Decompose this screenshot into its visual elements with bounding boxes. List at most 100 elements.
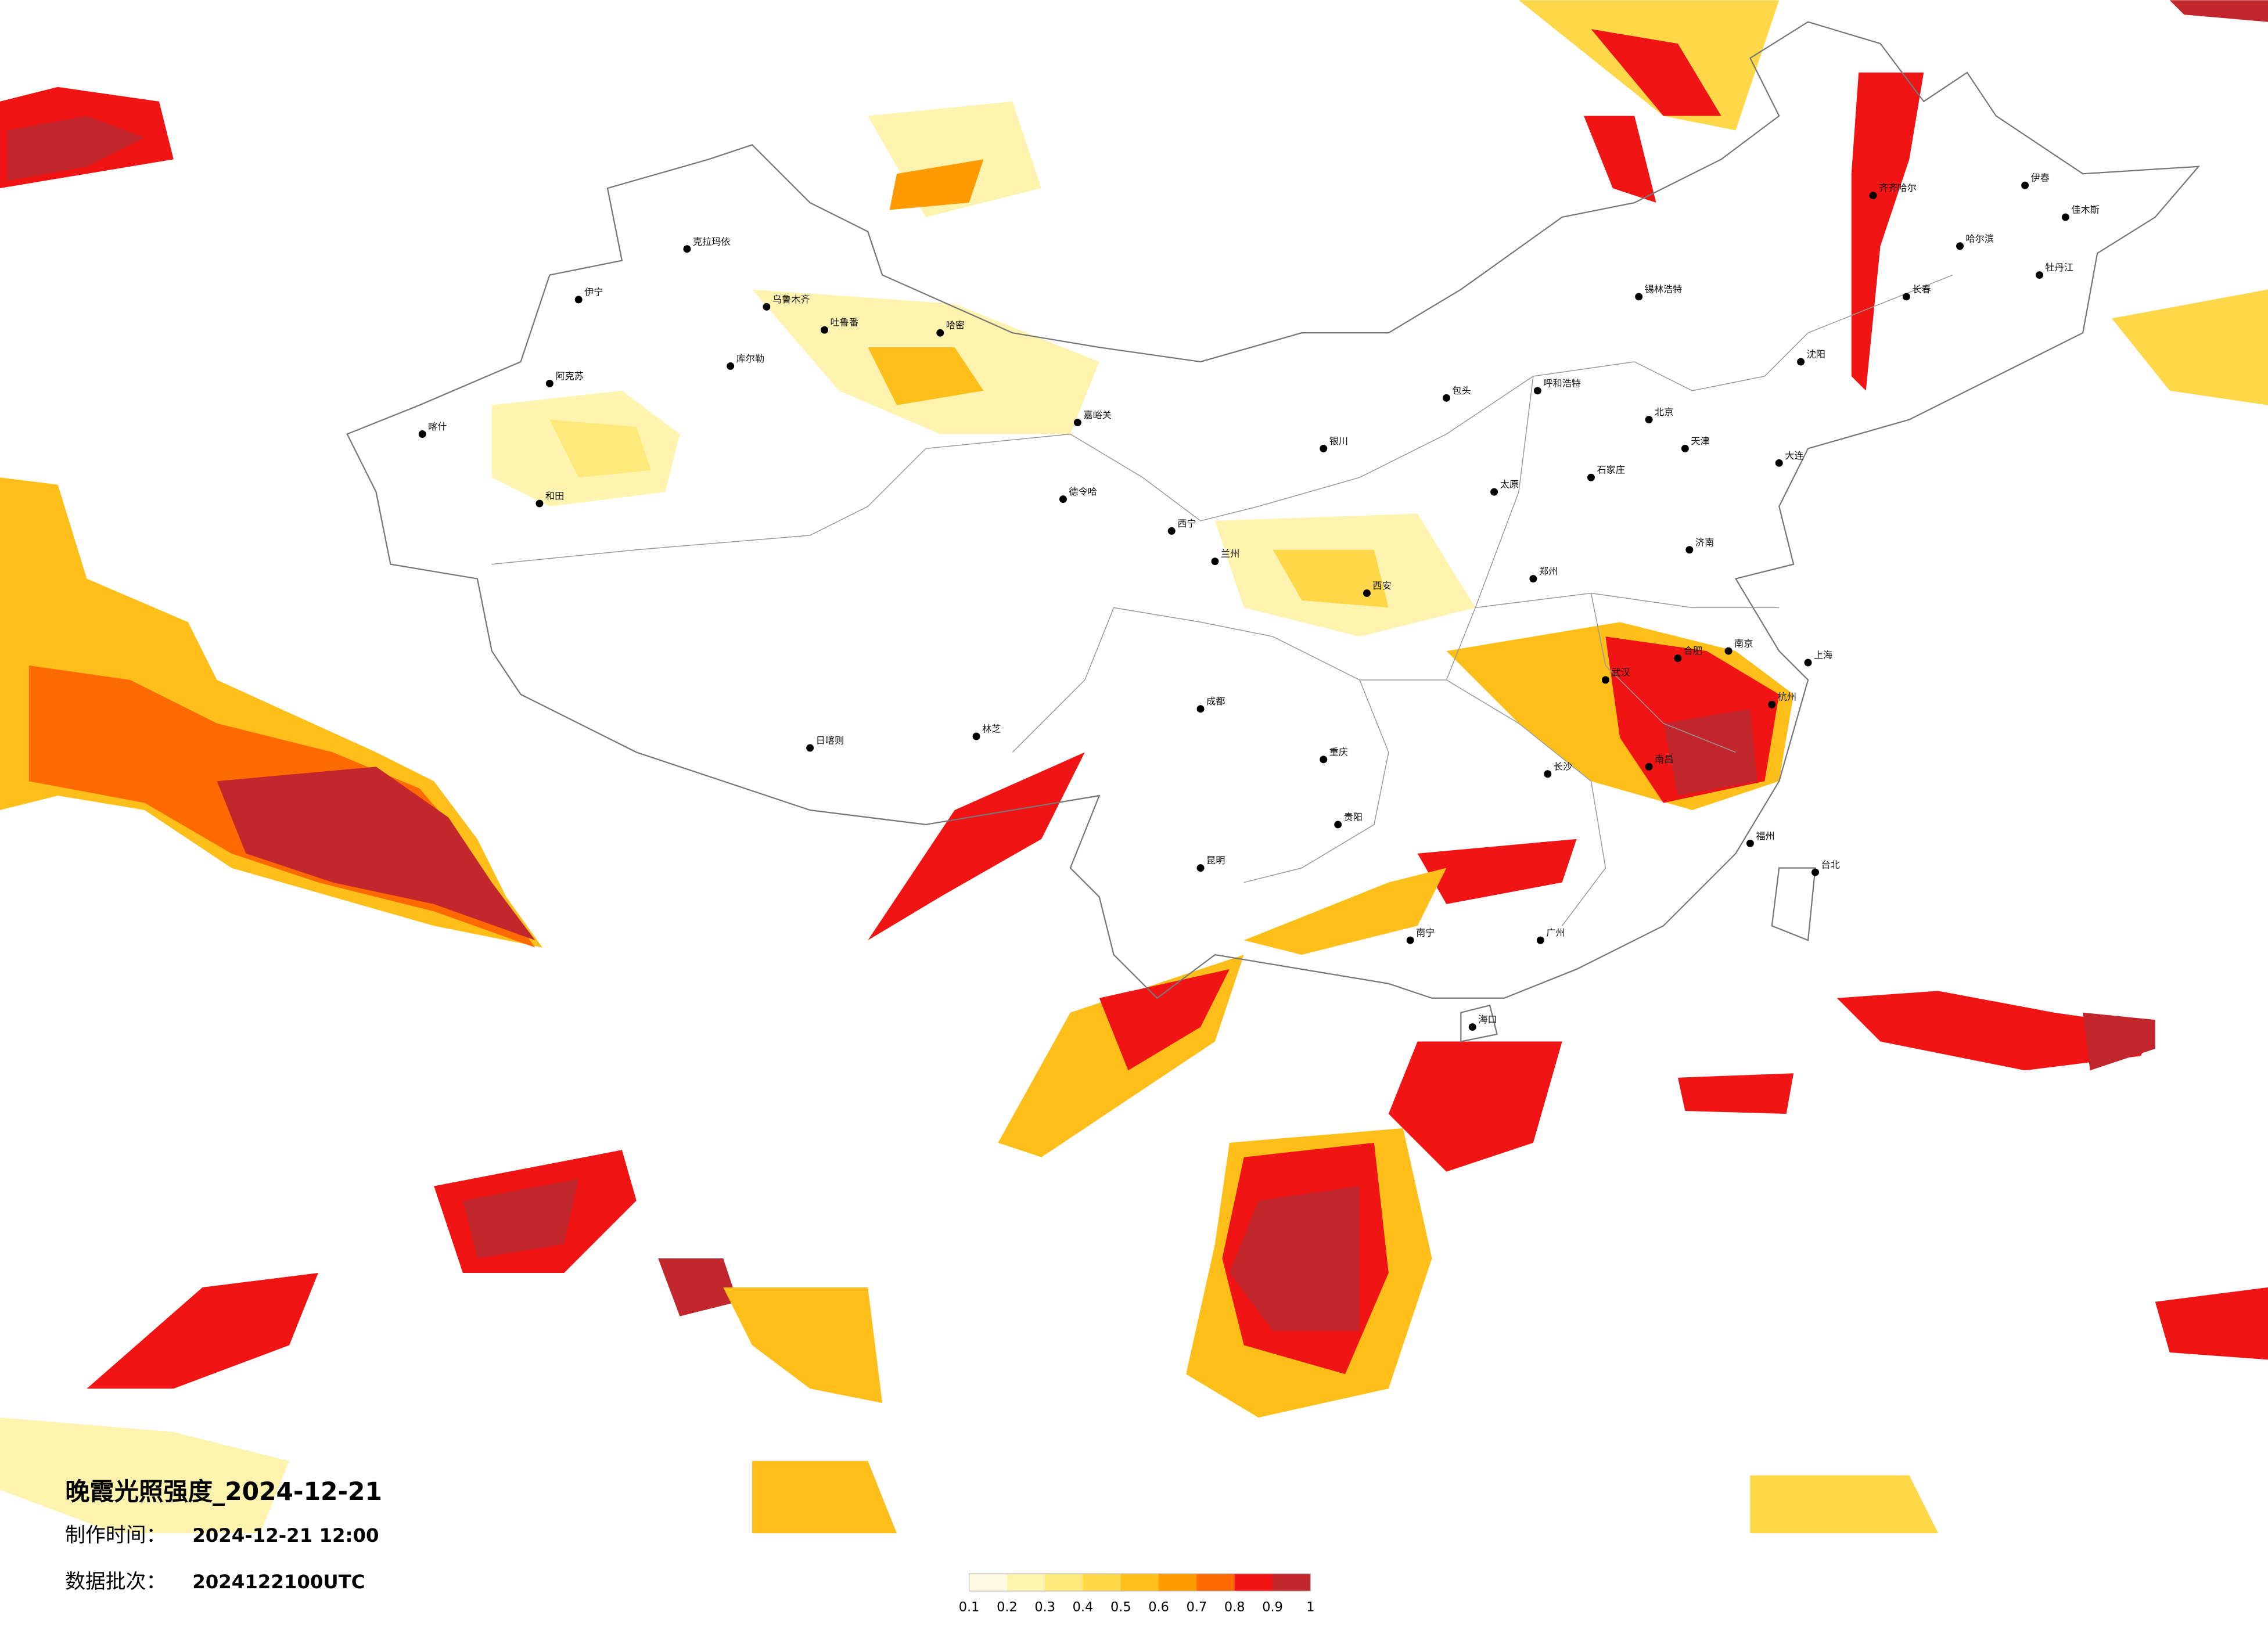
city-dot [2061,213,2069,221]
heat-blob [1677,1073,1794,1114]
city-label: 伊春 [2031,172,2050,184]
heat-blob [1663,708,1757,796]
city-label: 太原 [1500,479,1519,490]
city-label: 长沙 [1554,761,1572,772]
legend-tick-label: 0.4 [1073,1600,1094,1615]
production-time-label: 制作时间： [65,1524,166,1547]
info-block: 晚霞光照强度_2024-12-21 制作时间： 2024-12-21 12:00… [65,1477,382,1593]
city-dot [418,430,426,438]
city-label: 郑州 [1539,566,1558,577]
city-label: 兰州 [1221,548,1239,559]
city-label: 杭州 [1778,692,1796,703]
city-dot [2021,181,2029,189]
legend-swatch [1083,1573,1122,1591]
city-dot [1544,770,1552,778]
city-dot [1059,495,1067,503]
city-label: 西宁 [1177,518,1196,529]
city-label: 成都 [1206,696,1225,707]
data-batch-value: 2024122100UTC [192,1571,365,1593]
city-label: 哈尔滨 [1965,233,1994,244]
heat-blob [1229,1186,1360,1331]
city-label: 重庆 [1329,746,1348,757]
city-label: 天津 [1691,436,1709,447]
city-label: 阿克苏 [555,370,584,382]
city-dot [1797,358,1805,366]
legend-tick-label: 0.9 [1262,1600,1283,1615]
city-dot [1073,419,1081,427]
city-label: 福州 [1756,830,1774,841]
city-dot [1804,659,1812,667]
city-label: 南京 [1734,638,1753,649]
city-label: 日喀则 [816,735,844,746]
city-label: 武汉 [1611,667,1630,678]
border [1771,867,1816,941]
city-dot [1529,575,1537,583]
city-dot [574,296,583,304]
heat-blob [549,419,651,478]
city-dot [763,303,771,311]
heat-blob [0,1418,290,1534]
city-dot [1442,394,1450,402]
city-label: 林芝 [982,724,1001,735]
city-label: 齐齐哈尔 [1879,182,1917,193]
city-dot [1902,293,1910,301]
legend-tick-label: 0.8 [1224,1600,1245,1615]
city-label: 伊宁 [584,286,603,297]
heat-blob [723,1287,883,1404]
city-label: 昆明 [1206,855,1225,866]
city-label: 嘉峪关 [1083,409,1112,420]
city-dot [535,499,544,508]
city-label: 西安 [1372,580,1391,591]
legend-swatch [1196,1573,1235,1591]
legend-swatch [1120,1573,1159,1591]
city-label: 喀什 [428,421,447,432]
city-label: 沈阳 [1807,349,1825,360]
heat-blob [1584,116,1656,203]
city-label: 佳木斯 [2071,204,2100,215]
city-dot [727,362,735,370]
city-dot [545,379,553,387]
city-label: 贵阳 [1344,811,1363,822]
heat-blob [7,116,145,181]
city-label: 上海 [1814,650,1832,661]
city-label: 石家庄 [1597,465,1625,476]
city-dot [1406,936,1414,944]
legend-swatch [1045,1573,1084,1591]
heat-blob [658,1258,738,1316]
city-dot [1320,444,1328,452]
city-dot [1536,936,1544,944]
heat-blob [217,767,535,941]
city-dot [1685,546,1694,554]
legend-tick-label: 0.3 [1034,1600,1055,1615]
city-dot [1601,676,1609,684]
heat-blob [1099,969,1230,1071]
city-dot [683,245,691,253]
legend-swatch [1234,1573,1273,1591]
heat-blob [752,1460,897,1534]
city-dot [1869,192,1877,200]
city-label: 克拉玛依 [693,236,731,247]
country-borders [346,21,2201,1042]
heat-blob [1851,72,1924,391]
heat-blob [868,752,1085,941]
heat-blob [2169,0,2268,22]
city-label: 牡丹江 [2045,262,2073,273]
map-title: 晚霞光照强度_2024-12-21 [65,1477,382,1506]
city-dot [1645,416,1653,424]
city-label: 北京 [1655,406,1673,418]
city-dot [806,744,814,752]
city-label: 济南 [1695,537,1714,548]
heat-blob [87,1272,318,1389]
legend-tick-label: 0.2 [997,1600,1018,1615]
data-batch-label: 数据批次： [65,1570,166,1593]
city-label: 哈密 [946,320,965,331]
city-dot [1811,868,1819,876]
city-label: 海口 [1478,1014,1497,1025]
legend-tick-label: 0.1 [959,1600,980,1615]
city-dot [1533,387,1541,395]
city-dot [1768,700,1776,708]
city-label: 和田 [545,491,564,502]
city-label: 南昌 [1655,754,1673,765]
